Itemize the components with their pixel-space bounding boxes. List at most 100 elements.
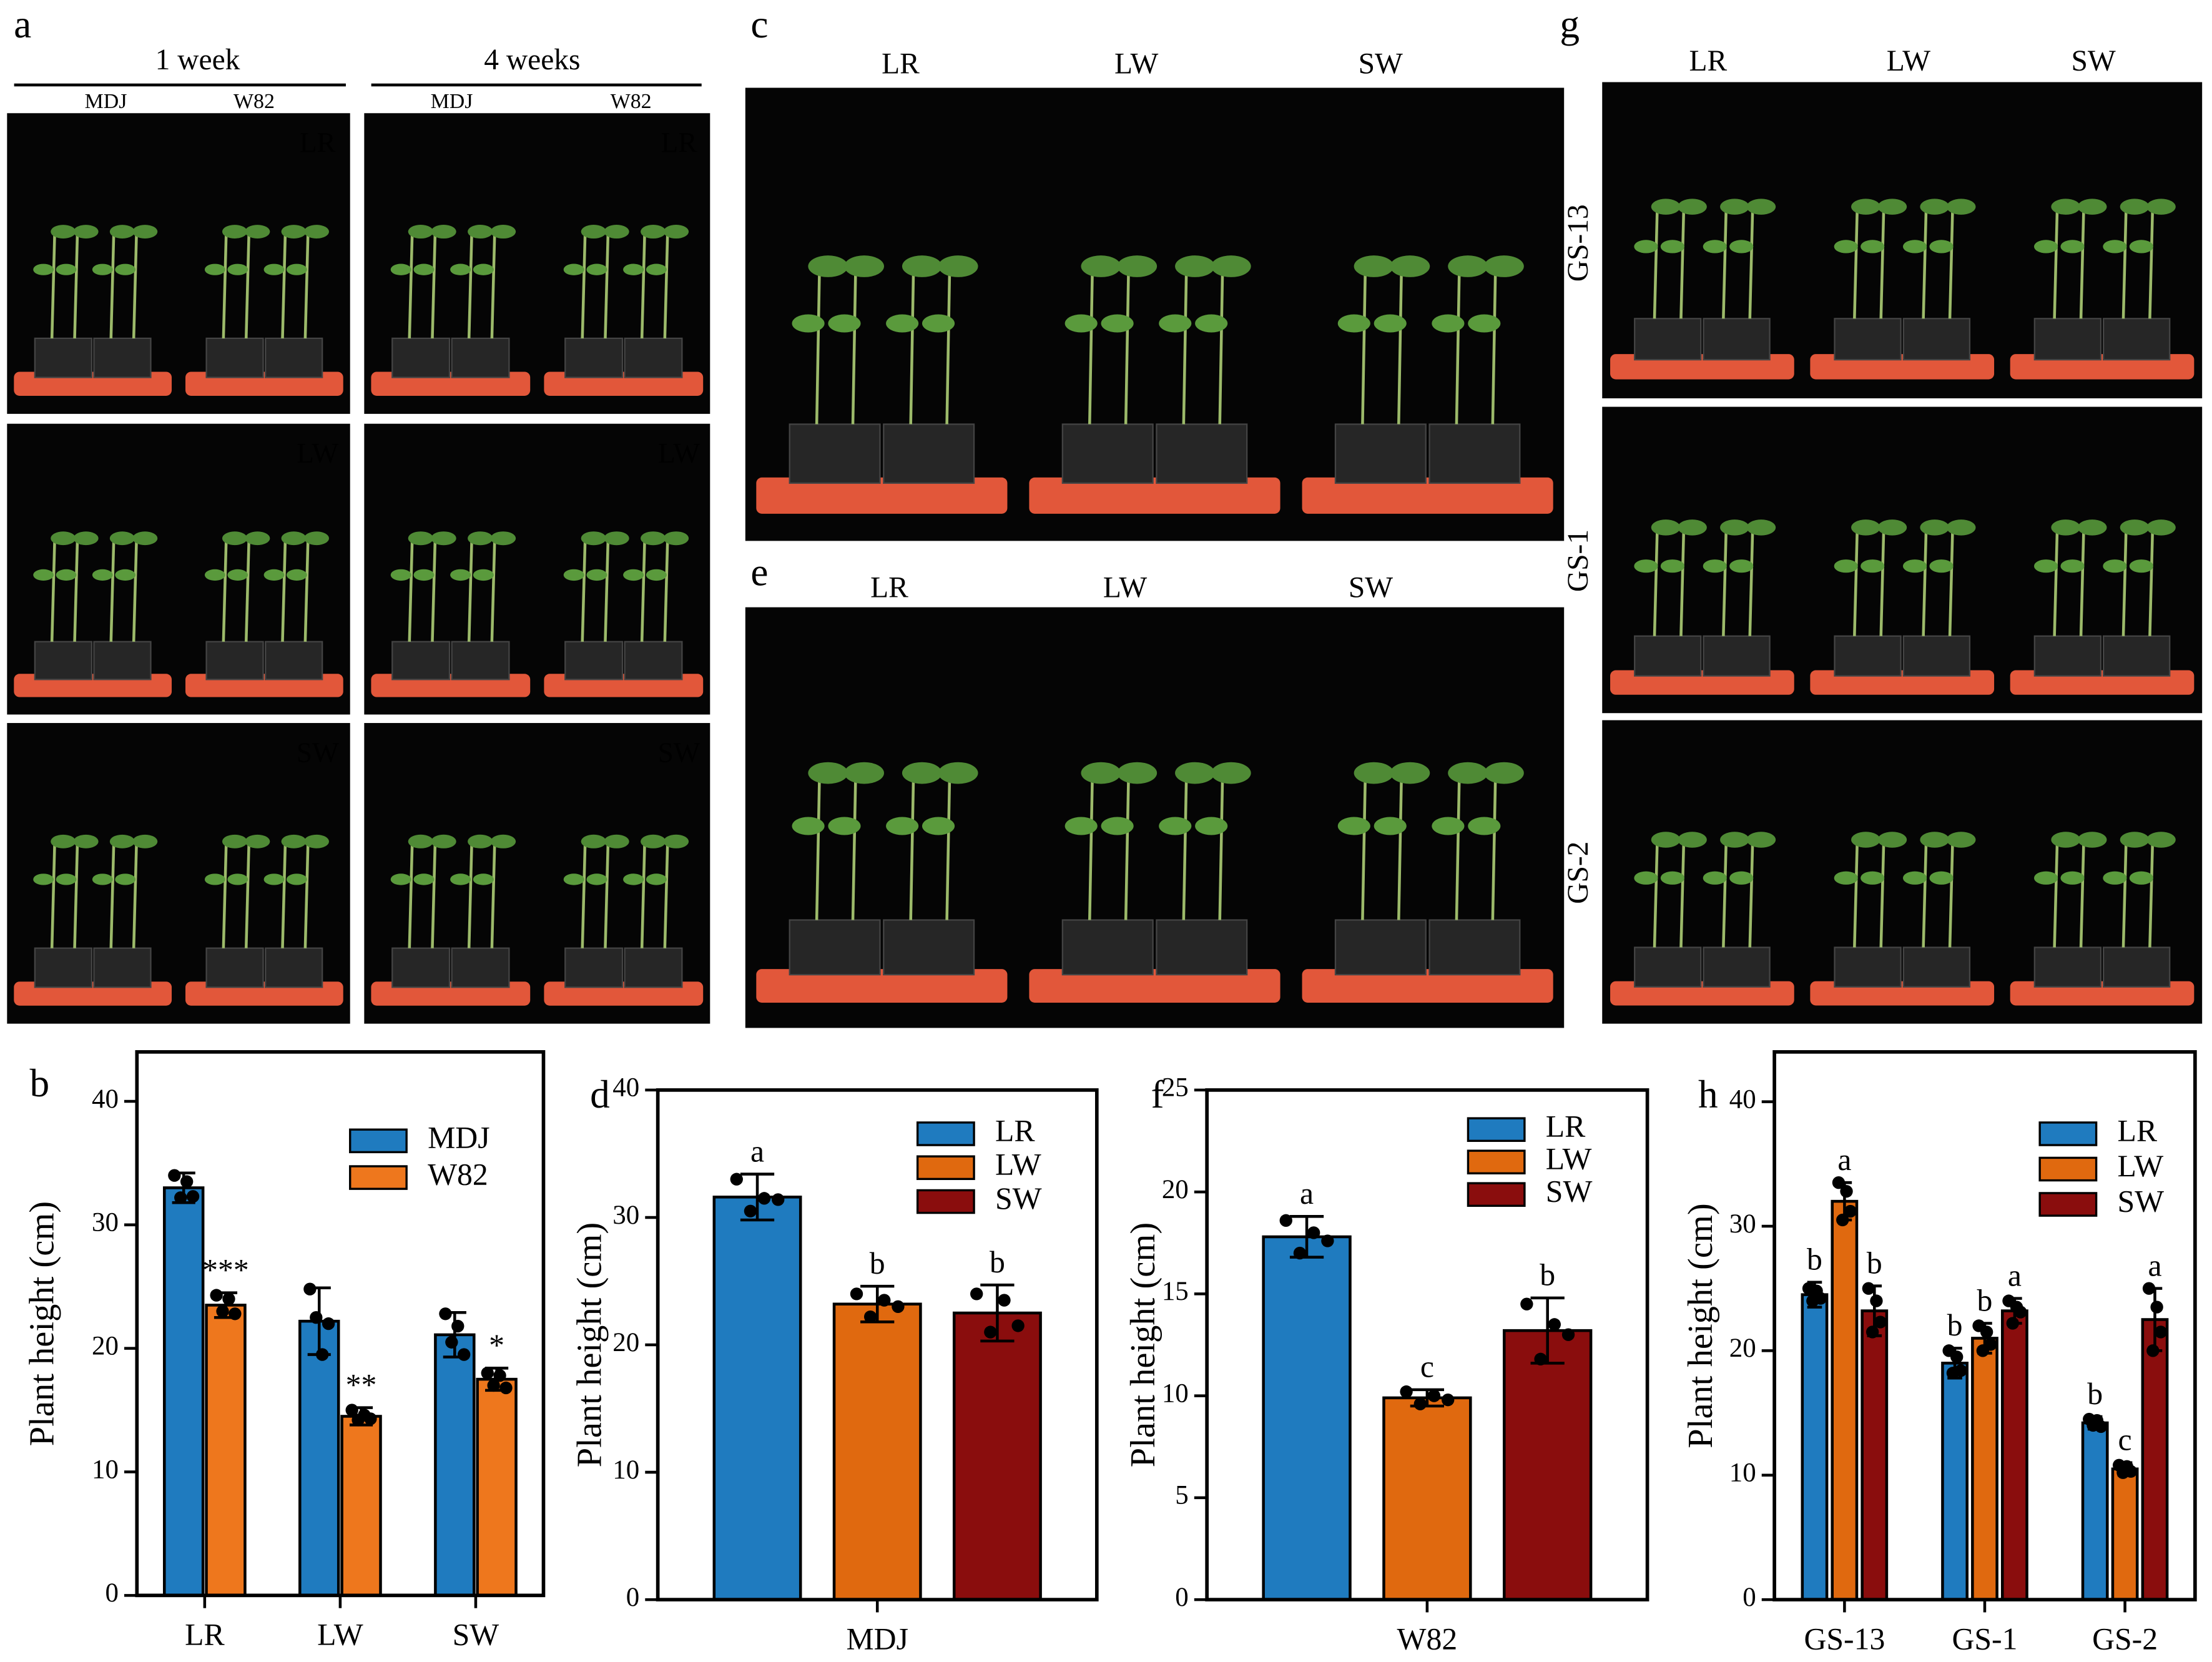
error-bar xyxy=(860,1284,895,1324)
stem xyxy=(1948,527,1954,636)
label: MDJ xyxy=(85,90,127,113)
stem xyxy=(281,841,287,948)
leaf xyxy=(390,569,411,581)
bar xyxy=(162,1186,205,1597)
leaf xyxy=(1678,519,1707,536)
pot xyxy=(1902,318,1971,361)
stem xyxy=(1853,527,1859,636)
leaf xyxy=(431,531,456,546)
bar xyxy=(1971,1337,1998,1601)
data-point xyxy=(2154,1325,2168,1339)
legend-label: W82 xyxy=(428,1157,488,1191)
stem xyxy=(1679,207,1686,319)
leaf xyxy=(2103,559,2127,573)
stem xyxy=(1218,266,1224,425)
stem xyxy=(1879,527,1885,636)
leaf xyxy=(1729,559,1754,573)
pot xyxy=(451,947,510,988)
leaf xyxy=(473,263,494,275)
data-point xyxy=(345,1404,358,1417)
leaf xyxy=(1159,314,1192,333)
stem xyxy=(1491,266,1497,425)
stem xyxy=(640,231,646,338)
data-point xyxy=(1307,1226,1320,1239)
leaf xyxy=(1354,762,1394,784)
annotation: * xyxy=(489,1328,504,1362)
leaf xyxy=(1902,871,1927,885)
x-tick-label: W82 xyxy=(1397,1621,1458,1656)
data-point xyxy=(1832,1176,1846,1189)
annotation: b xyxy=(1947,1308,1963,1342)
label: LW xyxy=(1103,571,1147,604)
stem xyxy=(581,841,587,948)
stem xyxy=(581,538,587,642)
y-tick-label: 10 xyxy=(612,1455,639,1485)
leaf xyxy=(132,834,158,848)
stem xyxy=(1853,207,1859,319)
leaf xyxy=(563,263,584,275)
data-point xyxy=(364,1412,377,1425)
stem xyxy=(1722,839,1728,948)
data-point xyxy=(216,1305,229,1318)
stem xyxy=(2079,839,2085,948)
leaf xyxy=(431,834,456,848)
leaf xyxy=(263,263,285,275)
pot xyxy=(1634,635,1702,677)
leaf xyxy=(1390,762,1430,784)
annotation: a xyxy=(2008,1258,2022,1292)
stem xyxy=(1748,207,1754,319)
pot xyxy=(1703,318,1771,361)
leaf xyxy=(808,762,848,784)
legend-swatch xyxy=(1467,1149,1526,1174)
tray xyxy=(756,969,1008,1003)
leaf xyxy=(1877,519,1907,536)
leaf xyxy=(1175,762,1215,784)
tray xyxy=(1302,477,1553,514)
leaf xyxy=(563,569,584,581)
leaf xyxy=(109,225,135,238)
stem xyxy=(1455,773,1461,920)
stem xyxy=(1879,839,1885,948)
leaf xyxy=(1634,871,1658,885)
leaf xyxy=(490,834,516,848)
stem xyxy=(1748,839,1754,948)
leaf xyxy=(646,873,667,885)
pot xyxy=(93,337,152,378)
legend-label: SW xyxy=(995,1181,1042,1216)
stem xyxy=(467,231,473,338)
leaf xyxy=(1390,255,1430,277)
leaf xyxy=(263,873,285,885)
stem xyxy=(490,538,496,642)
label: LW xyxy=(1887,45,1930,77)
pot xyxy=(1428,919,1521,976)
stem xyxy=(1948,839,1954,948)
leaf xyxy=(222,225,247,238)
stem xyxy=(1124,773,1130,920)
leaf xyxy=(286,569,307,581)
legend-swatch xyxy=(916,1189,975,1214)
leaf xyxy=(109,531,135,546)
leaf xyxy=(1117,255,1158,277)
data-point xyxy=(1840,1184,1853,1198)
label: f xyxy=(1151,1073,1164,1116)
stem xyxy=(1182,773,1188,920)
stem xyxy=(431,231,437,338)
pot xyxy=(564,641,624,681)
data-point xyxy=(499,1381,513,1395)
stem xyxy=(244,841,251,948)
stem xyxy=(50,231,56,338)
pot xyxy=(1156,423,1248,484)
data-point xyxy=(1413,1397,1427,1410)
stem xyxy=(1853,839,1859,948)
annotation: a xyxy=(1300,1176,1314,1211)
y-tick-label: 0 xyxy=(105,1578,118,1608)
stem xyxy=(1653,527,1659,636)
leaf xyxy=(56,263,77,275)
leaf xyxy=(1920,832,1950,848)
stem xyxy=(2053,207,2059,319)
pot xyxy=(624,641,683,681)
leaf xyxy=(408,834,434,848)
stem xyxy=(2079,207,2085,319)
data-point xyxy=(892,1300,905,1313)
pot xyxy=(883,423,975,484)
